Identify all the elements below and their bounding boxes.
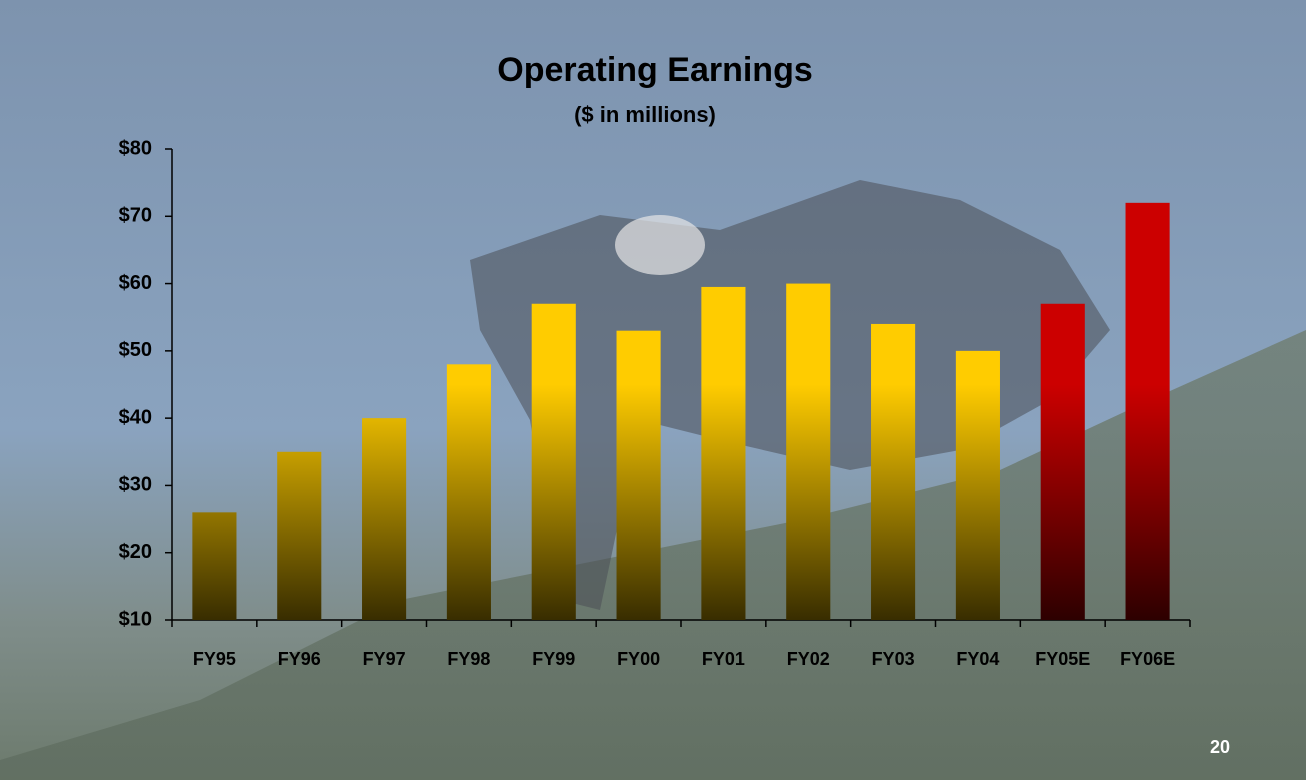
bar <box>616 330 661 620</box>
x-tick-label: FY05E <box>1035 649 1090 669</box>
bar <box>192 512 237 620</box>
x-tick-label: FY03 <box>872 649 915 669</box>
x-tick-label: FY97 <box>363 649 406 669</box>
x-tick-label: FY04 <box>956 649 999 669</box>
eagle-head <box>615 215 705 275</box>
page-number: 20 <box>1210 737 1230 757</box>
bar <box>362 418 407 620</box>
y-tick-label: $30 <box>119 474 152 496</box>
x-tick-label: FY96 <box>278 649 321 669</box>
chart-title: Operating Earnings <box>497 51 813 89</box>
bar <box>1040 303 1085 620</box>
x-tick-label: FY98 <box>447 649 490 669</box>
bar <box>871 323 916 620</box>
bar <box>701 286 746 620</box>
x-tick-label: FY02 <box>787 649 830 669</box>
y-tick-label: $50 <box>119 339 152 361</box>
y-tick-label: $80 <box>119 137 152 159</box>
x-tick-label: FY01 <box>702 649 745 669</box>
chart-subtitle: ($ in millions) <box>574 102 716 127</box>
y-tick-label: $20 <box>119 541 152 563</box>
x-tick-label: FY06E <box>1120 649 1175 669</box>
y-tick-label: $10 <box>119 608 152 630</box>
bar <box>446 364 491 620</box>
y-tick-label: $70 <box>119 205 152 227</box>
bar <box>786 283 831 620</box>
bar <box>955 350 1000 620</box>
x-tick-label: FY95 <box>193 649 236 669</box>
bar <box>1125 202 1170 621</box>
bar <box>277 451 322 620</box>
x-tick-label: FY00 <box>617 649 660 669</box>
y-tick-label: $60 <box>119 272 152 294</box>
x-tick-label: FY99 <box>532 649 575 669</box>
y-tick-label: $40 <box>119 406 152 428</box>
bar <box>531 303 576 620</box>
